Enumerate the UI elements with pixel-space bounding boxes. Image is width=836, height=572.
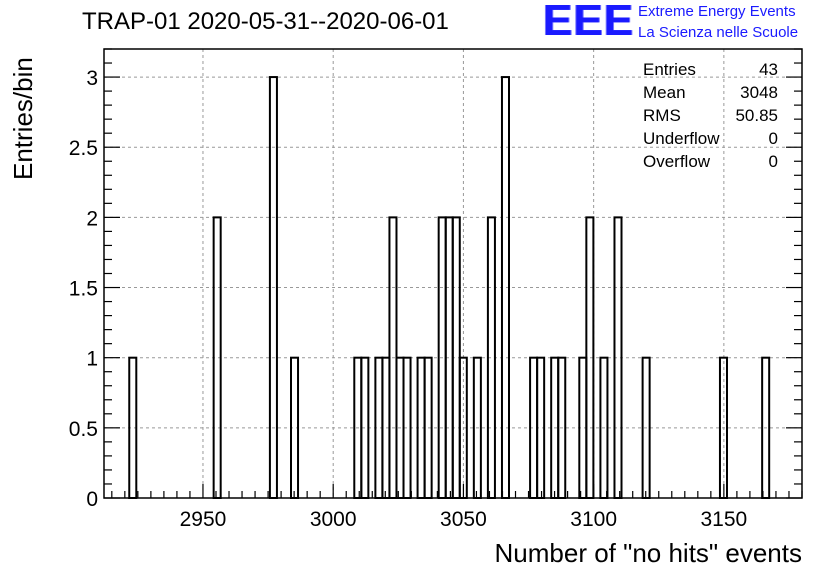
eee-logo: EEE [543,0,635,45]
logo-line-2: La Scienza nelle Scuole [638,24,799,41]
logo-line-1: Extreme Energy Events [638,3,796,20]
stat-value-underflow: 0 [768,129,778,148]
stat-label-rms: RMS [643,106,681,125]
y-tick-label: 3 [86,67,98,90]
x-tick-label: 3150 [701,508,748,531]
chart-title: TRAP-01 2020-05-31--2020-06-01 [82,8,449,35]
stat-value-overflow: 0 [768,152,778,171]
y-tick-label: 0.5 [69,418,98,441]
stat-label-mean: Mean [643,83,686,102]
x-tick-label: 2950 [180,508,227,531]
y-tick-label: 2.5 [69,137,98,160]
stat-label-entries: Entries [643,60,696,79]
y-tick-label: 0 [86,488,98,511]
y-axis-label: Entries/bin [8,57,38,180]
stat-value-rms: 50.85 [735,106,778,125]
x-tick-label: 3050 [440,508,487,531]
y-tick-label: 1 [86,348,98,371]
stat-value-mean: 3048 [740,83,778,102]
stat-label-overflow: Overflow [643,152,711,171]
x-tick-label: 3100 [570,508,617,531]
y-tick-label: 1.5 [69,278,98,301]
stat-label-underflow: Underflow [643,129,720,148]
stat-value-entries: 43 [759,60,778,79]
x-axis-label: Number of "no hits" events [494,538,803,568]
y-tick-label: 2 [86,207,98,230]
x-tick-label: 3000 [310,508,357,531]
